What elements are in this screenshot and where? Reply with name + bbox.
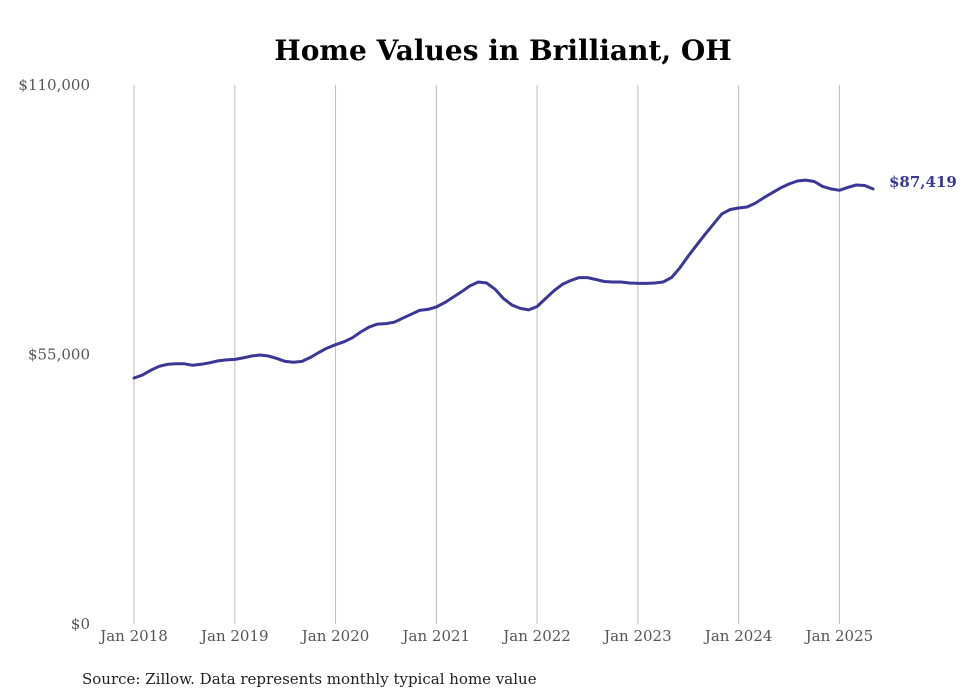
chart-title: Home Values in Brilliant, OH	[274, 34, 731, 67]
x-tick-label: Jan 2023	[602, 627, 672, 645]
x-axis-ticks: Jan 2018 Jan 2019 Jan 2020 Jan 2021 Jan 2022…	[98, 627, 873, 645]
x-tick-label: Jan 2019	[199, 627, 269, 645]
x-tick-label: Jan 2021	[401, 627, 471, 645]
y-tick-label: $0	[71, 615, 90, 633]
source-note: Source: Zillow. Data represents monthly …	[82, 670, 537, 688]
gridlines	[133, 85, 840, 624]
y-tick-label: $55,000	[28, 346, 90, 364]
home-value-line	[132, 178, 875, 380]
y-tick-label: $110,000	[18, 76, 90, 94]
y-axis-ticks: $0 $55,000 $110,000	[18, 76, 90, 633]
x-tick-label: Jan 2018	[98, 627, 168, 645]
x-tick-label: Jan 2024	[703, 627, 773, 645]
x-tick-label: Jan 2020	[300, 627, 370, 645]
x-tick-label: Jan 2022	[501, 627, 571, 645]
end-value-label: $87,419	[889, 173, 957, 191]
x-tick-label: Jan 2025	[804, 627, 874, 645]
